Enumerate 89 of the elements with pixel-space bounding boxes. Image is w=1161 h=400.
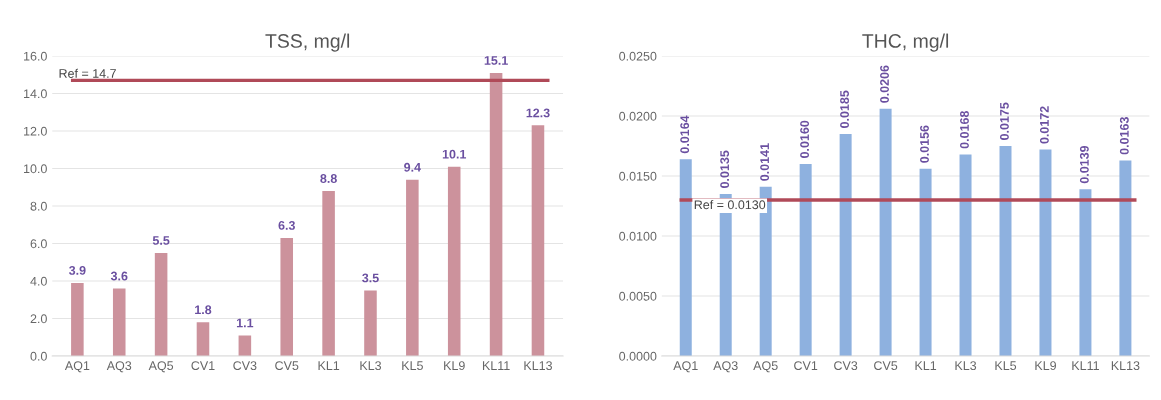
data-label: 3.5	[362, 273, 379, 283]
y-tick-label: 0.0150	[619, 171, 657, 181]
y-tick-label: 10.0	[24, 164, 47, 174]
x-tick-label: AQ3	[106, 361, 132, 373]
data-label: 12.3	[526, 108, 550, 118]
bar	[799, 164, 812, 356]
ref-line-label: Ref = 14.7	[59, 68, 116, 78]
ref-line-label: Ref = 0.0130	[694, 200, 766, 210]
bar	[919, 168, 932, 356]
x-tick-label: AQ3	[713, 361, 738, 373]
x-tick-label: CV1	[191, 361, 215, 371]
bar	[1039, 149, 1052, 356]
y-tick-label: 16.0	[24, 51, 47, 61]
data-label: 15.1	[484, 56, 508, 65]
x-tick-label: KL11	[482, 361, 510, 370]
data-label: 0.0141	[760, 143, 770, 181]
y-tick-label: 0.0	[30, 351, 47, 361]
data-label: 3.9	[68, 266, 86, 275]
bar	[112, 288, 126, 356]
data-label: 0.0164	[680, 115, 690, 154]
x-tick-label: CV3	[834, 361, 858, 371]
x-tick-label: CV5	[874, 361, 898, 371]
x-tick-label: CV5	[275, 361, 299, 371]
data-label: 6.3	[278, 221, 295, 230]
bar	[999, 146, 1012, 356]
x-tick-label: AQ5	[753, 361, 778, 373]
y-tick-label: 0.0200	[619, 111, 657, 121]
y-tick-label: 0.0050	[619, 291, 657, 301]
bar	[280, 237, 294, 356]
x-tick-label: KL5	[995, 361, 1017, 371]
data-label: 0.0156	[920, 125, 929, 163]
bar	[839, 134, 852, 356]
bar	[196, 322, 210, 356]
y-tick-label: 0.0000	[619, 351, 657, 361]
data-label: 0.0175	[1000, 102, 1009, 140]
y-tick-label: 8.0	[30, 201, 47, 211]
chart-title: TSS, mg/l	[265, 33, 350, 52]
x-tick-label: KL3	[955, 361, 977, 371]
data-label: 1.1	[236, 318, 254, 328]
x-tick-label: KL13	[524, 361, 553, 371]
x-tick-label: KL5	[402, 361, 423, 371]
x-tick-label: KL1	[915, 361, 937, 370]
bar	[406, 179, 419, 356]
bar	[1079, 189, 1092, 356]
y-tick-label: 0.0250	[619, 51, 657, 61]
y-tick-label: 2.0	[30, 314, 47, 324]
bar	[71, 282, 84, 356]
y-tick-label: 4.0	[30, 276, 47, 286]
data-label: 0.0160	[800, 120, 810, 158]
data-label: 0.0135	[720, 150, 730, 188]
data-label: 5.5	[152, 236, 170, 245]
data-label: 0.0168	[960, 111, 969, 149]
data-label: 0.0163	[1119, 117, 1129, 155]
x-tick-label: AQ1	[64, 361, 90, 373]
x-tick-label: CV1	[794, 361, 818, 371]
x-tick-label: KL9	[444, 361, 465, 371]
data-label: 1.8	[195, 305, 212, 315]
data-label: 0.0139	[1079, 145, 1089, 184]
bar	[959, 154, 972, 356]
x-tick-label: KL11	[1072, 361, 1099, 370]
y-tick-label: 14.0	[24, 89, 47, 99]
x-tick-label: AQ1	[673, 361, 698, 373]
bar	[489, 72, 503, 356]
bar	[322, 191, 335, 356]
data-label: 0.0206	[880, 65, 889, 103]
bar	[879, 108, 892, 356]
x-tick-label: KL9	[1035, 361, 1056, 371]
data-label: 3.6	[110, 271, 128, 281]
y-tick-label: 12.0	[24, 126, 47, 136]
bar	[154, 252, 168, 356]
data-label: 0.0185	[840, 90, 849, 128]
x-tick-label: KL13	[1111, 361, 1140, 371]
y-tick-label: 6.0	[30, 239, 47, 249]
data-label: 10.1	[442, 149, 467, 159]
bar	[1119, 160, 1132, 356]
x-tick-label: AQ5	[148, 361, 174, 373]
x-tick-label: CV3	[233, 361, 257, 371]
bar	[364, 290, 377, 356]
x-tick-label: KL1	[318, 361, 340, 370]
y-tick-label: 0.0100	[619, 231, 657, 241]
chart-title: THC, mg/l	[862, 33, 949, 52]
bar	[447, 166, 461, 356]
data-label: 0.0172	[1039, 106, 1049, 144]
bar	[679, 159, 692, 356]
x-tick-label: KL3	[360, 361, 382, 371]
bar	[531, 125, 545, 356]
data-label: 9.4	[404, 162, 421, 172]
bar	[238, 335, 252, 356]
data-label: 8.8	[320, 174, 337, 183]
